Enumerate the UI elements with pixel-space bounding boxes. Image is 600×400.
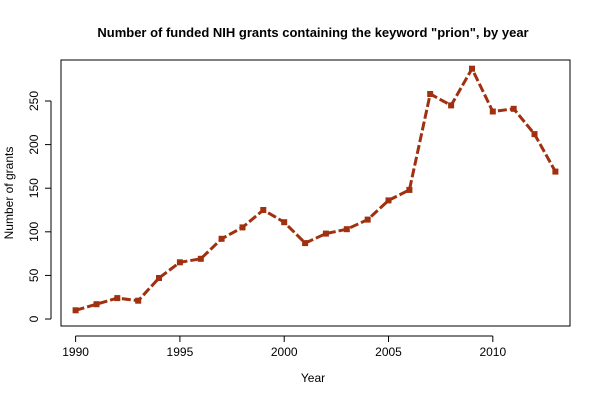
data-point (93, 301, 100, 308)
x-axis: 1990 1995 2000 2005 2010 (62, 335, 506, 359)
y-axis-label: Number of grants (2, 147, 16, 240)
y-tick-label: 0 (27, 315, 41, 322)
data-point (218, 235, 225, 242)
data-point (281, 219, 288, 226)
y-tick-label: 200 (27, 134, 41, 154)
y-tick-label: 100 (27, 221, 41, 241)
data-point (239, 224, 246, 231)
x-tick-label: 1995 (167, 345, 194, 359)
data-point (302, 240, 309, 247)
x-tick-label: 1990 (62, 345, 89, 359)
data-point (552, 168, 559, 175)
data-point (510, 105, 517, 112)
data-point (385, 197, 392, 204)
chart-title: Number of funded NIH grants containing t… (97, 25, 528, 40)
data-point (448, 102, 455, 109)
data-point (322, 230, 329, 237)
data-point (72, 307, 79, 314)
data-point (260, 207, 267, 213)
data-point (135, 297, 142, 304)
plot-frame (60, 59, 571, 327)
data-point (364, 216, 371, 223)
x-tick-label: 2000 (271, 345, 298, 359)
data-point (343, 226, 350, 233)
series-group (72, 65, 559, 314)
data-point (156, 275, 162, 281)
x-tick-label: 2005 (375, 345, 402, 359)
data-point (176, 259, 183, 266)
series-line (75, 67, 557, 312)
data-point (427, 91, 434, 97)
data-point (469, 65, 475, 72)
data-point (197, 255, 204, 262)
y-axis: 0 50 100 150 200 250 (27, 91, 52, 322)
data-point (489, 108, 496, 115)
y-tick-label: 50 (27, 268, 41, 282)
y-tick-label: 150 (27, 178, 41, 198)
x-tick-label: 2010 (479, 345, 506, 359)
x-axis-label: Year (301, 371, 325, 385)
data-point (531, 131, 538, 138)
y-tick-label: 250 (27, 91, 41, 111)
data-point (406, 186, 413, 193)
data-point (114, 295, 121, 302)
